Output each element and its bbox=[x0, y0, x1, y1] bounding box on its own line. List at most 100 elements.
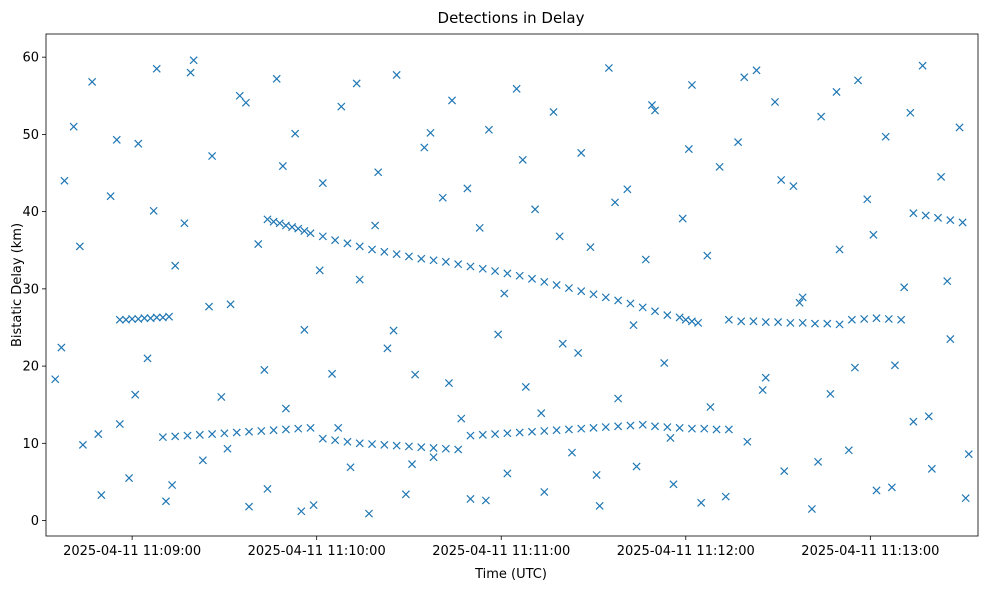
data-point bbox=[355, 439, 364, 448]
data-point bbox=[503, 429, 512, 438]
data-point bbox=[300, 325, 309, 334]
data-point bbox=[574, 348, 583, 357]
data-point bbox=[897, 315, 906, 324]
data-point bbox=[208, 152, 217, 161]
data-point bbox=[577, 148, 586, 157]
data-point bbox=[706, 403, 715, 412]
data-point bbox=[564, 425, 573, 434]
data-point bbox=[408, 460, 417, 469]
data-point bbox=[411, 370, 420, 379]
data-point bbox=[687, 424, 696, 433]
y-axis-label: Bistatic Delay (km) bbox=[10, 223, 25, 347]
data-point bbox=[921, 211, 930, 220]
data-point bbox=[663, 423, 672, 432]
data-point bbox=[125, 474, 134, 483]
data-point bbox=[503, 269, 512, 278]
data-point bbox=[961, 494, 970, 503]
data-point bbox=[306, 423, 315, 432]
data-point bbox=[847, 315, 856, 324]
data-markers bbox=[51, 56, 973, 518]
data-point bbox=[752, 66, 761, 75]
y-tick-label: 10 bbox=[22, 437, 39, 452]
data-point bbox=[933, 213, 943, 222]
data-point bbox=[278, 162, 287, 171]
data-point bbox=[143, 354, 152, 363]
data-point bbox=[478, 430, 487, 439]
data-point bbox=[684, 145, 693, 154]
plot-frame bbox=[45, 33, 979, 537]
data-point bbox=[810, 319, 820, 328]
x-tick-label: 2025-04-11 11:12:00 bbox=[617, 544, 755, 559]
data-point bbox=[555, 232, 564, 241]
data-point bbox=[872, 486, 881, 495]
data-point bbox=[380, 247, 389, 256]
data-point bbox=[297, 507, 306, 516]
data-point bbox=[186, 68, 195, 77]
data-point bbox=[512, 84, 521, 93]
data-point bbox=[447, 96, 457, 105]
data-point bbox=[352, 79, 361, 88]
data-point bbox=[269, 426, 278, 435]
data-point bbox=[909, 417, 918, 426]
y-tick-label: 20 bbox=[22, 360, 39, 375]
data-point bbox=[703, 251, 712, 260]
data-point bbox=[795, 298, 804, 307]
data-point bbox=[937, 172, 946, 181]
data-point bbox=[549, 107, 558, 117]
data-point bbox=[958, 218, 967, 227]
y-tick-label: 0 bbox=[31, 514, 39, 529]
data-point bbox=[854, 76, 863, 85]
data-point bbox=[318, 434, 327, 443]
data-point bbox=[663, 311, 672, 320]
data-point bbox=[168, 481, 177, 490]
data-point bbox=[383, 344, 392, 353]
y-tick-label: 40 bbox=[22, 205, 39, 220]
data-point bbox=[438, 193, 447, 202]
data-point bbox=[128, 314, 137, 324]
data-point bbox=[75, 242, 84, 251]
data-point bbox=[844, 446, 853, 455]
data-point bbox=[527, 274, 537, 283]
data-point bbox=[171, 261, 180, 270]
data-point bbox=[134, 139, 143, 148]
data-point bbox=[515, 428, 524, 437]
data-point bbox=[392, 70, 401, 79]
data-point bbox=[288, 223, 297, 232]
data-point bbox=[955, 123, 964, 132]
data-point bbox=[364, 509, 373, 518]
data-point bbox=[604, 63, 613, 73]
data-point bbox=[235, 91, 244, 100]
data-point bbox=[57, 343, 66, 352]
data-point bbox=[687, 80, 696, 89]
data-point bbox=[97, 491, 106, 500]
data-point bbox=[478, 264, 487, 273]
data-point bbox=[669, 480, 678, 489]
data-point bbox=[527, 427, 537, 436]
data-point bbox=[860, 314, 869, 324]
data-point bbox=[272, 74, 281, 83]
data-point bbox=[774, 318, 783, 327]
data-point bbox=[204, 302, 214, 311]
data-point bbox=[241, 98, 250, 107]
data-point bbox=[521, 382, 530, 391]
data-point bbox=[491, 267, 500, 276]
data-point bbox=[429, 443, 438, 452]
data-point bbox=[475, 223, 484, 232]
data-point bbox=[165, 312, 174, 321]
data-point bbox=[420, 143, 429, 152]
data-point bbox=[789, 182, 798, 191]
data-point bbox=[263, 215, 272, 224]
data-point bbox=[466, 262, 475, 271]
data-point bbox=[850, 363, 859, 372]
data-point bbox=[158, 433, 167, 442]
data-point bbox=[318, 232, 327, 241]
data-point bbox=[814, 457, 823, 466]
data-point bbox=[183, 431, 192, 440]
data-point bbox=[927, 464, 936, 473]
data-point bbox=[632, 462, 641, 471]
y-tick-label: 30 bbox=[22, 282, 39, 297]
data-point bbox=[740, 73, 749, 82]
data-point bbox=[734, 138, 743, 147]
data-point bbox=[626, 299, 635, 308]
y-tick-label: 60 bbox=[22, 51, 39, 66]
